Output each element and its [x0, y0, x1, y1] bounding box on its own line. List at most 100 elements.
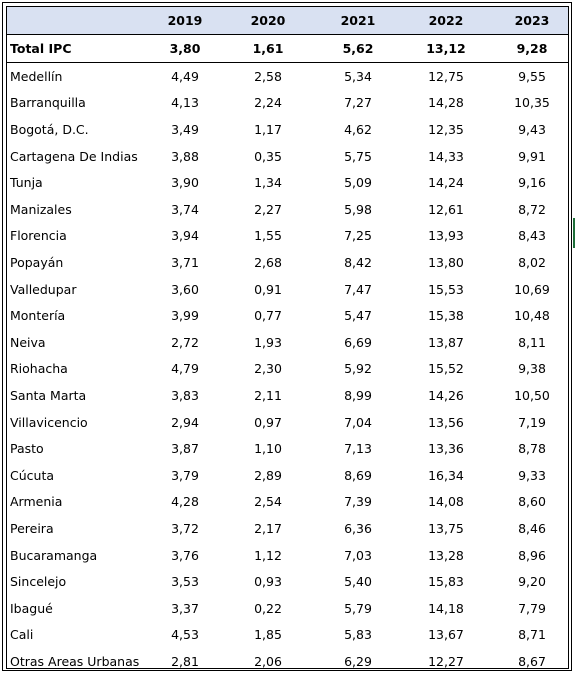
- city-name: Otras Areas Urbanas: [10, 653, 140, 669]
- city-value: 8,78: [518, 441, 546, 457]
- city-value: 2,58: [254, 68, 282, 84]
- city-value: 7,03: [344, 547, 372, 563]
- city-value: 5,40: [344, 574, 372, 590]
- city-value: 14,28: [428, 95, 464, 111]
- table-row: Santa Marta 3,83 2,11 8,99 14,26 10,50: [7, 382, 568, 409]
- city-name: Armenia: [10, 494, 63, 510]
- city-value: 4,49: [171, 68, 199, 84]
- header-year: 2020: [250, 13, 286, 28]
- city-value: 7,25: [344, 228, 372, 244]
- city-name: Barranquilla: [10, 95, 86, 111]
- city-value: 9,33: [518, 467, 546, 483]
- city-value: 4,13: [171, 95, 199, 111]
- city-value: 13,75: [428, 520, 464, 536]
- city-value: 8,60: [518, 494, 546, 510]
- city-name: Cúcuta: [10, 467, 55, 483]
- city-value: 14,26: [428, 387, 464, 403]
- city-value: 6,69: [344, 334, 372, 350]
- table-row: Bogotá, D.C. 3,49 1,17 4,62 12,35 9,43: [7, 116, 568, 143]
- header-year: 2021: [340, 13, 376, 28]
- city-value: 6,29: [344, 653, 372, 669]
- city-value: 9,91: [518, 148, 546, 164]
- city-value: 8,11: [518, 334, 546, 350]
- city-name: Florencia: [10, 228, 67, 244]
- city-value: 13,56: [428, 414, 464, 430]
- city-value: 8,71: [518, 627, 546, 643]
- header-year: 2019: [167, 13, 203, 28]
- city-value: 5,09: [344, 175, 372, 191]
- city-value: 1,93: [254, 334, 282, 350]
- city-value: 3,53: [171, 574, 199, 590]
- city-value: 16,34: [428, 467, 464, 483]
- total-row: Total IPC 3,80 1,61 5,62 13,12 9,28: [7, 35, 568, 62]
- table-header-row: 2019 2020 2021 2022 2023: [7, 6, 568, 35]
- city-value: 4,28: [171, 494, 199, 510]
- table-row: Popayán 3,71 2,68 8,42 13,80 8,02: [7, 249, 568, 276]
- table-row: Cúcuta 3,79 2,89 8,69 16,34 9,33: [7, 462, 568, 489]
- city-value: 8,02: [518, 254, 546, 270]
- city-value: 2,17: [254, 520, 282, 536]
- city-value: 3,83: [171, 387, 199, 403]
- city-value: 0,91: [254, 281, 282, 297]
- city-value: 0,22: [254, 600, 282, 616]
- city-value: 3,87: [171, 441, 199, 457]
- city-name: Cali: [10, 627, 34, 643]
- city-value: 14,08: [428, 494, 464, 510]
- city-value: 7,79: [518, 600, 546, 616]
- city-value: 7,13: [344, 441, 372, 457]
- city-value: 2,94: [171, 414, 199, 430]
- city-value: 7,04: [344, 414, 372, 430]
- city-value: 5,75: [344, 148, 372, 164]
- city-value: 8,69: [344, 467, 372, 483]
- city-value: 5,83: [344, 627, 372, 643]
- city-value: 10,35: [514, 95, 550, 111]
- city-value: 3,79: [171, 467, 199, 483]
- city-value: 12,75: [428, 68, 464, 84]
- total-value: 13,12: [426, 40, 466, 56]
- city-name: Neiva: [10, 334, 46, 350]
- city-value: 5,47: [344, 308, 372, 324]
- city-value: 3,72: [171, 520, 199, 536]
- city-value: 7,27: [344, 95, 372, 111]
- table-row: Manizales 3,74 2,27 5,98 12,61 8,72: [7, 196, 568, 223]
- city-value: 5,92: [344, 361, 372, 377]
- table-row: Neiva 2,72 1,93 6,69 13,87 8,11: [7, 329, 568, 356]
- city-value: 5,98: [344, 201, 372, 217]
- city-value: 8,42: [344, 254, 372, 270]
- city-value: 2,11: [254, 387, 282, 403]
- total-value: 1,61: [252, 40, 284, 56]
- side-marker: [573, 218, 575, 248]
- city-value: 1,85: [254, 627, 282, 643]
- table-row: Bucaramanga 3,76 1,12 7,03 13,28 8,96: [7, 542, 568, 569]
- city-value: 9,20: [518, 574, 546, 590]
- city-value: 8,72: [518, 201, 546, 217]
- total-label: Total IPC: [10, 40, 72, 56]
- city-value: 8,99: [344, 387, 372, 403]
- total-value: 5,62: [342, 40, 374, 56]
- city-value: 8,96: [518, 547, 546, 563]
- city-value: 15,83: [428, 574, 464, 590]
- city-value: 2,81: [171, 653, 199, 669]
- table-row: Valledupar 3,60 0,91 7,47 15,53 10,69: [7, 276, 568, 303]
- city-value: 3,76: [171, 547, 199, 563]
- city-value: 2,54: [254, 494, 282, 510]
- city-value: 4,62: [344, 121, 372, 137]
- table-row: Cartagena De Indias 3,88 0,35 5,75 14,33 9,91: [7, 143, 568, 170]
- city-value: 0,77: [254, 308, 282, 324]
- city-name: Manizales: [10, 201, 72, 217]
- header-label: [10, 7, 160, 34]
- city-value: 9,16: [518, 175, 546, 191]
- city-value: 9,55: [518, 68, 546, 84]
- city-value: 13,67: [428, 627, 464, 643]
- city-value: 8,67: [518, 653, 546, 669]
- table-row: Montería 3,99 0,77 5,47 15,38 10,48: [7, 302, 568, 329]
- city-value: 2,89: [254, 467, 282, 483]
- table-row: Medellín 4,49 2,58 5,34 12,75 9,55: [7, 63, 568, 90]
- city-name: Riohacha: [10, 361, 68, 377]
- city-value: 3,90: [171, 175, 199, 191]
- city-value: 5,34: [344, 68, 372, 84]
- table-row: Riohacha 4,79 2,30 5,92 15,52 9,38: [7, 356, 568, 383]
- city-value: 8,43: [518, 228, 546, 244]
- total-divider: [7, 62, 568, 63]
